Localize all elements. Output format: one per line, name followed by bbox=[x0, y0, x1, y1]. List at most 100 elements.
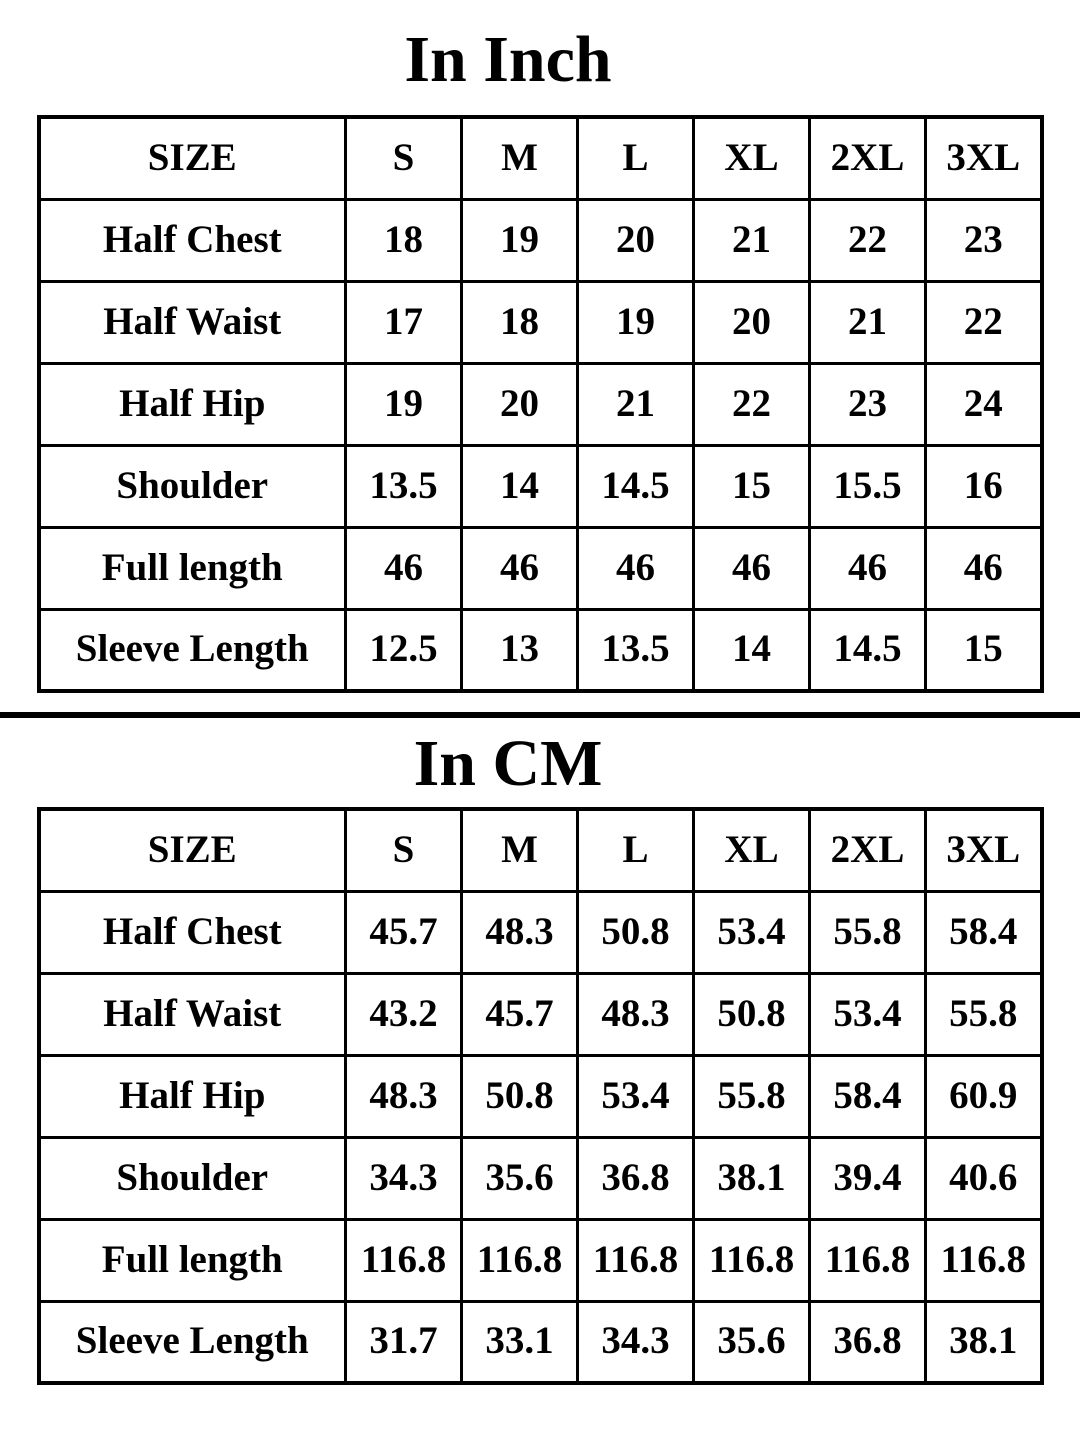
measurement-value: 46 bbox=[576, 525, 695, 611]
measurement-value: 33.1 bbox=[460, 1299, 579, 1385]
measurement-name: Shoulder bbox=[37, 1135, 347, 1221]
measurement-value: 53.4 bbox=[576, 1053, 695, 1139]
measurement-value: 46 bbox=[460, 525, 579, 611]
measurement-value: 34.3 bbox=[344, 1135, 463, 1221]
measurement-value: 116.8 bbox=[344, 1217, 463, 1303]
measurement-name: Half Hip bbox=[37, 361, 347, 447]
measurement-value: 45.7 bbox=[460, 971, 579, 1057]
size-option-header-m: M bbox=[460, 115, 579, 201]
measurement-value: 19 bbox=[460, 197, 579, 283]
measurement-name: Full length bbox=[37, 525, 347, 611]
measurement-value: 116.8 bbox=[576, 1217, 695, 1303]
size-option-header-s: S bbox=[344, 115, 463, 201]
cm-table-title: In CM bbox=[413, 727, 603, 800]
measurement-value: 46 bbox=[692, 525, 811, 611]
measurement-value: 18 bbox=[344, 197, 463, 283]
measurement-value: 40.6 bbox=[924, 1135, 1043, 1221]
measurement-name: Half Waist bbox=[37, 971, 347, 1057]
measurement-name: Sleeve Length bbox=[37, 607, 347, 693]
measurement-value: 46 bbox=[344, 525, 463, 611]
measurement-value: 15 bbox=[692, 443, 811, 529]
measurement-row: Sleeve Length 12.5 13 13.5 14 14.5 15 bbox=[37, 607, 1043, 693]
measurement-value: 17 bbox=[344, 279, 463, 365]
measurement-value: 53.4 bbox=[808, 971, 927, 1057]
measurement-value: 55.8 bbox=[692, 1053, 811, 1139]
measurement-row: Full length 46 46 46 46 46 46 bbox=[37, 525, 1043, 611]
measurement-value: 18 bbox=[460, 279, 579, 365]
measurement-value: 39.4 bbox=[808, 1135, 927, 1221]
header-row: SIZE S M L XL 2XL 3XL bbox=[37, 807, 1043, 893]
section-inch: In Inch SIZE S M L XL 2XL 3XL Half Chest 18 19 20 2… bbox=[0, 0, 1080, 693]
measurement-name: Half Chest bbox=[37, 889, 347, 975]
measurement-value: 20 bbox=[692, 279, 811, 365]
measurement-value: 36.8 bbox=[808, 1299, 927, 1385]
measurement-name: Half Chest bbox=[37, 197, 347, 283]
measurement-row: Half Hip 19 20 21 22 23 24 bbox=[37, 361, 1043, 447]
measurement-row: Half Waist 17 18 19 20 21 22 bbox=[37, 279, 1043, 365]
measurement-value: 53.4 bbox=[692, 889, 811, 975]
measurement-value: 48.3 bbox=[576, 971, 695, 1057]
measurement-value: 50.8 bbox=[692, 971, 811, 1057]
measurement-value: 14.5 bbox=[808, 607, 927, 693]
measurement-value: 23 bbox=[808, 361, 927, 447]
size-option-header-3xl: 3XL bbox=[924, 115, 1043, 201]
measurement-row: Half Chest 45.7 48.3 50.8 53.4 55.8 58.4 bbox=[37, 889, 1043, 975]
measurement-value: 55.8 bbox=[808, 889, 927, 975]
section-cm: In CM SIZE S M L XL 2XL 3XL Half Chest 45.7 48.3 5… bbox=[0, 718, 1080, 1385]
header-row: SIZE S M L XL 2XL 3XL bbox=[37, 115, 1043, 201]
measurement-value: 43.2 bbox=[344, 971, 463, 1057]
measurement-value: 13 bbox=[460, 607, 579, 693]
measurement-value: 21 bbox=[808, 279, 927, 365]
measurement-value: 13.5 bbox=[576, 607, 695, 693]
inch-size-table: SIZE S M L XL 2XL 3XL Half Chest 18 19 20 21 22 23 Hal… bbox=[36, 115, 1044, 693]
cm-size-table: SIZE S M L XL 2XL 3XL Half Chest 45.7 48.3 50.8 53.… bbox=[36, 807, 1044, 1385]
measurement-value: 48.3 bbox=[344, 1053, 463, 1139]
measurement-name: Shoulder bbox=[37, 443, 347, 529]
measurement-value: 21 bbox=[576, 361, 695, 447]
inch-table-title: In Inch bbox=[404, 23, 612, 96]
size-option-header-l: L bbox=[576, 807, 695, 893]
section-divider-line bbox=[0, 712, 1080, 718]
measurement-value: 22 bbox=[692, 361, 811, 447]
measurement-row: Half Chest 18 19 20 21 22 23 bbox=[37, 197, 1043, 283]
measurement-value: 15.5 bbox=[808, 443, 927, 529]
measurement-value: 58.4 bbox=[808, 1053, 927, 1139]
measurement-value: 31.7 bbox=[344, 1299, 463, 1385]
measurement-value: 35.6 bbox=[460, 1135, 579, 1221]
measurement-row: Half Waist 43.2 45.7 48.3 50.8 53.4 55.8 bbox=[37, 971, 1043, 1057]
measurement-value: 22 bbox=[808, 197, 927, 283]
measurement-value: 20 bbox=[460, 361, 579, 447]
measurement-value: 46 bbox=[924, 525, 1043, 611]
measurement-value: 60.9 bbox=[924, 1053, 1043, 1139]
measurement-value: 50.8 bbox=[460, 1053, 579, 1139]
size-option-header-l: L bbox=[576, 115, 695, 201]
measurement-row: Half Hip 48.3 50.8 53.4 55.8 58.4 60.9 bbox=[37, 1053, 1043, 1139]
measurement-value: 50.8 bbox=[576, 889, 695, 975]
measurement-value: 34.3 bbox=[576, 1299, 695, 1385]
measurement-value: 48.3 bbox=[460, 889, 579, 975]
measurement-value: 58.4 bbox=[924, 889, 1043, 975]
measurement-value: 21 bbox=[692, 197, 811, 283]
measurement-value: 14.5 bbox=[576, 443, 695, 529]
measurement-value: 14 bbox=[460, 443, 579, 529]
measurement-value: 38.1 bbox=[924, 1299, 1043, 1385]
measurement-name: Half Waist bbox=[37, 279, 347, 365]
measurement-value: 116.8 bbox=[692, 1217, 811, 1303]
measurement-value: 38.1 bbox=[692, 1135, 811, 1221]
measurement-value: 116.8 bbox=[460, 1217, 579, 1303]
size-option-header-2xl: 2XL bbox=[808, 807, 927, 893]
size-option-header-m: M bbox=[460, 807, 579, 893]
measurement-name: Full length bbox=[37, 1217, 347, 1303]
measurement-value: 16 bbox=[924, 443, 1043, 529]
size-option-header-s: S bbox=[344, 807, 463, 893]
measurement-value: 12.5 bbox=[344, 607, 463, 693]
measurement-value: 116.8 bbox=[808, 1217, 927, 1303]
size-option-header-2xl: 2XL bbox=[808, 115, 927, 201]
measurement-value: 22 bbox=[924, 279, 1043, 365]
measurement-value: 55.8 bbox=[924, 971, 1043, 1057]
measurement-value: 19 bbox=[576, 279, 695, 365]
measurement-value: 116.8 bbox=[924, 1217, 1043, 1303]
size-option-header-3xl: 3XL bbox=[924, 807, 1043, 893]
size-option-header-xl: XL bbox=[692, 807, 811, 893]
